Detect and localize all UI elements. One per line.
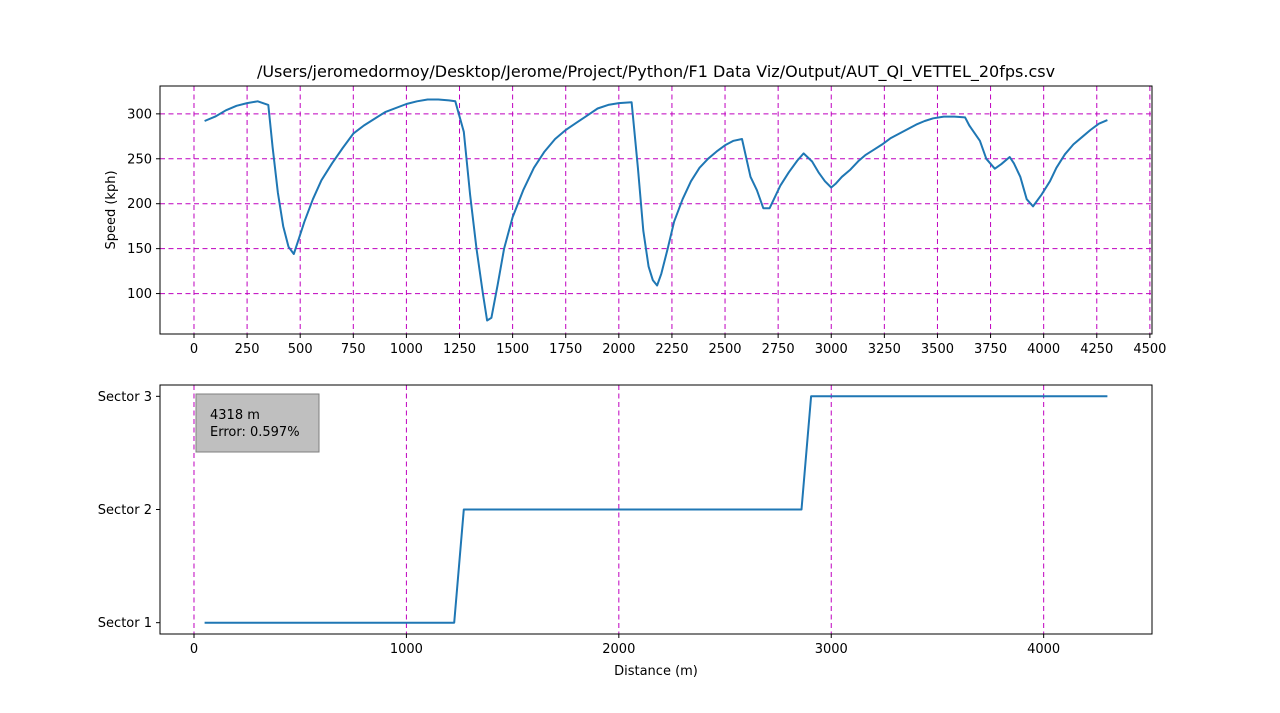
speed-chart-title: /Users/jeromedormoy/Desktop/Jerome/Proje… xyxy=(257,62,1055,82)
speed-chart: /Users/jeromedormoy/Desktop/Jerome/Proje… xyxy=(104,62,1166,357)
info-box: 4318 m Error: 0.597% xyxy=(195,393,320,453)
sector-series-line xyxy=(204,395,1108,624)
c0-x-tick-label: 4000 xyxy=(1027,342,1060,357)
c0-y-tick-label: 250 xyxy=(127,152,152,167)
speed-chart-grid xyxy=(160,86,1152,334)
sector-chart-frame xyxy=(159,384,1153,635)
speed-chart-y-axis-label: Speed (kph) xyxy=(104,170,119,249)
c0-x-tick-label: 1500 xyxy=(496,342,529,357)
c1-x-tick-label: 3000 xyxy=(815,642,848,657)
speed-chart-y-ticks: 100 150 200 250 300 xyxy=(127,107,160,302)
c0-x-tick-label: 3750 xyxy=(974,342,1007,357)
sector-chart-y-ticks: Sector 1 Sector 2 Sector 3 xyxy=(98,390,160,631)
c0-x-tick-label: 2000 xyxy=(602,342,635,357)
sector-chart-grid xyxy=(193,385,1045,634)
c0-x-tick-label: 750 xyxy=(341,342,366,357)
c1-y-tick-label: Sector 1 xyxy=(98,616,152,631)
sector-chart-x-axis-label: Distance (m) xyxy=(614,664,698,679)
c0-x-tick-label: 3250 xyxy=(868,342,901,357)
speed-chart-x-ticks: 0 250 500 750 1000 1250 1500 1750 2000 2250 2500 27… xyxy=(190,334,1166,357)
c1-y-tick-label: Sector 3 xyxy=(98,390,152,405)
sector-chart-x-ticks: 0 1000 2000 3000 4000 xyxy=(190,634,1060,657)
c0-x-tick-label: 3000 xyxy=(815,342,848,357)
c1-y-tick-label: Sector 2 xyxy=(98,503,152,518)
c0-x-tick-label: 3500 xyxy=(921,342,954,357)
c0-x-tick-label: 250 xyxy=(235,342,260,357)
c0-x-tick-label: 2500 xyxy=(708,342,741,357)
c1-x-tick-label: 1000 xyxy=(390,642,423,657)
speed-series-line xyxy=(204,98,1108,322)
c0-y-tick-label: 200 xyxy=(127,197,152,212)
c0-x-tick-label: 1000 xyxy=(390,342,423,357)
c0-y-tick-label: 150 xyxy=(127,242,152,257)
c0-x-tick-label: 4500 xyxy=(1133,342,1166,357)
info-box-error: Error: 0.597% xyxy=(210,425,300,440)
speed-chart-frame xyxy=(159,85,1153,335)
c0-y-tick-label: 300 xyxy=(127,107,152,122)
c0-x-tick-label: 500 xyxy=(288,342,313,357)
c1-x-tick-label: 4000 xyxy=(1027,642,1060,657)
c0-x-tick-label: 2750 xyxy=(762,342,795,357)
info-box-distance: 4318 m xyxy=(210,408,260,423)
c0-x-tick-label: 4250 xyxy=(1080,342,1113,357)
info-box-background xyxy=(195,393,320,453)
c0-y-tick-label: 100 xyxy=(127,287,152,302)
c0-x-tick-label: 1250 xyxy=(443,342,476,357)
c1-x-tick-label: 0 xyxy=(190,642,198,657)
c1-x-tick-label: 2000 xyxy=(602,642,635,657)
c0-x-tick-label: 2250 xyxy=(655,342,688,357)
c0-x-tick-label: 1750 xyxy=(549,342,582,357)
c0-x-tick-label: 0 xyxy=(190,342,198,357)
